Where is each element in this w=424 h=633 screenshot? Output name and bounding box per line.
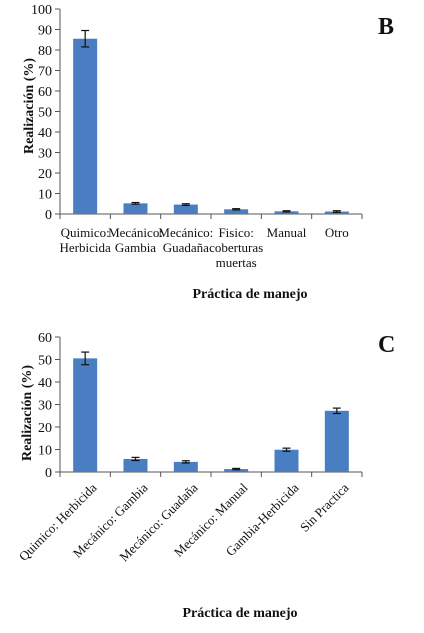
bar xyxy=(224,209,249,214)
panel-label-c: C xyxy=(378,332,396,358)
chart-b-plot: 0 10 20 30 40 50 60 70 80 90 100 xyxy=(31,3,363,223)
y-tick-label: 30 xyxy=(38,147,52,162)
y-tick-label: 60 xyxy=(38,85,52,100)
x-category-label: Quimico: Herbicida xyxy=(59,225,111,255)
y-tick-label: 50 xyxy=(38,106,52,121)
bar xyxy=(73,358,98,472)
y-tick-label: 0 xyxy=(45,208,52,223)
chart-c-plot: 0 10 20 30 40 50 60 xyxy=(38,331,363,481)
x-category-label: Mecánico: Gambia xyxy=(108,225,163,255)
bar xyxy=(224,469,249,472)
chart-panel-b: 0 10 20 30 40 50 60 70 80 90 100 B Realización (%)… xyxy=(0,0,424,316)
y-axis-title-b: Realización (%) xyxy=(22,57,37,155)
y-tick-label: 60 xyxy=(38,331,52,346)
chart-panel-c: 0 10 20 30 40 50 60 C Realización (%) Práctica… xyxy=(0,318,424,633)
y-tick-label: 50 xyxy=(38,354,52,369)
bar xyxy=(324,410,349,472)
x-axis-title-b: Práctica de manejo xyxy=(192,287,308,302)
y-axis-title-c: Realización (%) xyxy=(20,364,35,462)
x-category-label: Fisico: coberturas muertas xyxy=(209,225,264,270)
panel-label-b: B xyxy=(378,14,395,40)
y-tick-label: 70 xyxy=(38,65,52,80)
y-tick-label: 10 xyxy=(38,444,52,459)
bar xyxy=(274,211,299,214)
x-category-label: Otro xyxy=(324,225,349,240)
y-tick-label: 20 xyxy=(38,421,52,436)
y-tick-label: 40 xyxy=(38,126,52,141)
x-category-label: Manual xyxy=(266,225,307,240)
bar xyxy=(123,203,148,214)
bar xyxy=(73,38,98,214)
x-category-label: Mecánico: Guadaña xyxy=(158,225,214,255)
y-tick-label: 10 xyxy=(38,188,52,203)
bar xyxy=(123,458,148,472)
bar xyxy=(173,204,198,214)
bar xyxy=(173,461,198,472)
y-tick-label: 100 xyxy=(31,3,52,18)
y-tick-label: 90 xyxy=(38,24,52,39)
x-axis-title-c: Práctica de manejo xyxy=(182,606,298,621)
y-tick-label: 80 xyxy=(38,44,52,59)
y-tick-label: 20 xyxy=(38,167,52,182)
bar xyxy=(274,449,299,472)
y-tick-label: 0 xyxy=(45,466,52,481)
y-tick-label: 30 xyxy=(38,399,52,414)
y-tick-label: 40 xyxy=(38,376,52,391)
